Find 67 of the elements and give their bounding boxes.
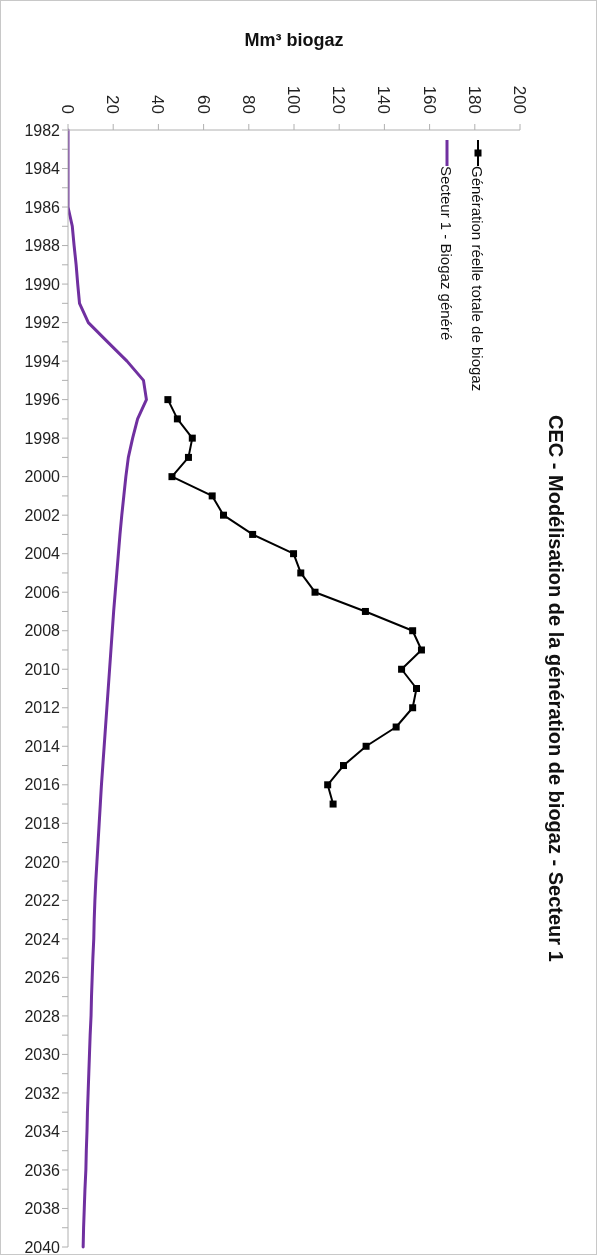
x-tick-label: 80 [238,95,258,114]
y-tick-label: 1984 [24,160,61,178]
y-tick-label: 1988 [24,237,61,255]
y-tick-label: 2004 [24,545,61,563]
point [208,492,216,500]
point [329,800,337,808]
y-tick-label: 2020 [24,853,61,871]
y-tick-label: 2040 [24,1238,61,1255]
point [392,723,400,731]
x-tick-label: 140 [374,85,394,114]
y-tick-label: 2006 [24,583,61,601]
y-tick-label: 2008 [24,622,61,640]
legend-label: Génération réelle totale de biogaz [469,166,486,392]
point [398,665,406,673]
y-tick-label: 2026 [24,969,61,987]
text: CEC - Modélisation de la génération de biogaz - Secteur 1 [544,414,567,964]
y-tick-label: 2002 [24,506,61,524]
y-tick-label: 2014 [24,737,61,755]
legend-label: Secteur 1 - Biogaz généré [438,166,455,341]
x-tick-label: 100 [284,85,303,114]
point [409,704,417,712]
point [297,569,305,577]
y-tick-label: 2036 [24,1161,61,1179]
y-tick-label: 2030 [24,1046,61,1064]
y-tick-label: 2034 [24,1123,61,1141]
y-tick-label: 2024 [24,930,61,948]
y-tick-label: 1982 [24,121,61,139]
point [164,396,172,404]
point [219,511,227,519]
y-tick-label: 1990 [24,275,61,293]
x-tick-label: 60 [193,95,213,114]
y-tick-label: 2010 [24,660,61,678]
y-tick-label: 2032 [24,1084,61,1102]
y-tick-label: 2018 [24,814,61,832]
y-tick-label: 2012 [24,699,61,717]
x-tick-label: 40 [148,95,168,114]
x-tick-label: 180 [464,85,484,114]
y-tick-label: 2016 [24,776,61,794]
x-tick-label: 20 [103,95,123,114]
x-axis-title: Mm³ biogaz [243,30,345,51]
point [412,685,420,692]
point [417,646,425,654]
point [249,530,257,538]
y-tick-label: 1986 [24,198,61,216]
point [184,453,192,461]
point [362,742,370,750]
x-tick-label: 200 [510,85,529,114]
point [188,434,196,442]
point [324,781,332,789]
y-tick-label: 1994 [24,352,61,370]
point [409,627,417,635]
y-tick-label: 2028 [24,1007,61,1025]
y-tick-label: 2000 [24,468,61,486]
point [311,588,319,596]
y-tick-label: 2022 [24,892,61,910]
point [168,473,176,481]
x-tick-label: 120 [329,85,349,114]
y-tick-label: 2038 [24,1200,61,1218]
point [173,415,181,423]
point [361,607,369,615]
y-tick-label: 1998 [24,429,61,447]
y-tick-label: 1996 [24,391,61,409]
y-tick-label: 1992 [24,314,61,332]
point [290,550,298,558]
x-tick-label: 160 [419,85,439,114]
point [339,762,347,770]
x-tick-label: 0 [58,104,77,114]
